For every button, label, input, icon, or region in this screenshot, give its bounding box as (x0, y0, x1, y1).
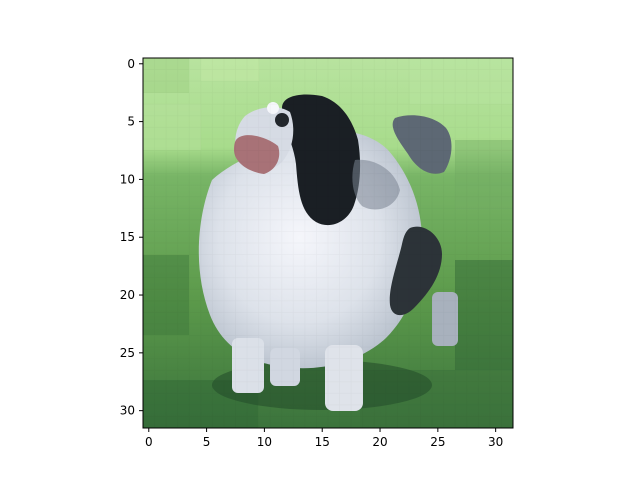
y-tick-label: 15 (120, 230, 135, 244)
y-axis: 0 5 10 15 20 25 30 (120, 57, 143, 418)
y-tick-label: 25 (120, 346, 135, 360)
y-tick-label: 30 (120, 404, 135, 418)
pixel-grid-overlay (143, 58, 513, 428)
image-area (143, 58, 513, 428)
y-tick-label: 20 (120, 288, 135, 302)
x-tick-label: 15 (315, 435, 330, 449)
y-tick-label: 0 (127, 57, 135, 71)
x-tick-label: 20 (372, 435, 387, 449)
x-tick-label: 0 (145, 435, 153, 449)
x-tick-label: 30 (488, 435, 503, 449)
axes-frame (142, 57, 514, 429)
x-axis: 0 5 10 15 20 25 30 (145, 428, 503, 449)
x-tick-label: 10 (257, 435, 272, 449)
x-tick-label: 25 (430, 435, 445, 449)
x-tick-label: 5 (203, 435, 211, 449)
y-tick-label: 5 (127, 115, 135, 129)
y-tick-label: 10 (120, 172, 135, 186)
